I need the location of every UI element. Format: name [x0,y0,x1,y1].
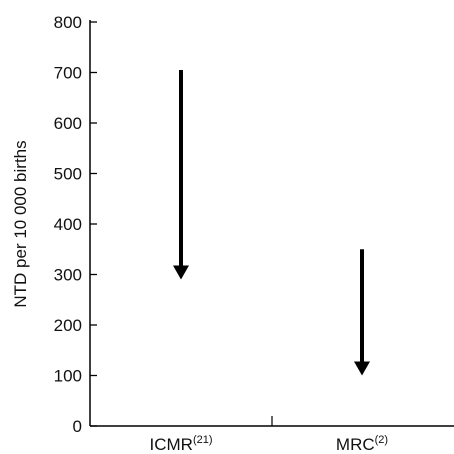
y-tick-label: 100 [54,367,82,386]
y-tick-label: 0 [73,417,82,436]
y-tick-label: 800 [54,13,82,32]
axes [89,20,454,427]
y-ticks: 0 100 200 300 400 500 600 700 800 [54,13,97,436]
arrow-head [354,361,370,376]
y-tick-label: 700 [54,64,82,83]
arrow-head [173,265,189,280]
y-tick-label: 200 [54,316,82,335]
y-tick-label: 500 [54,165,82,184]
arrows [173,69,370,376]
y-tick-label: 400 [54,215,82,234]
y-axis-title: NTD per 10 000 births [11,140,30,307]
x-category-label: ICMR(21) [149,434,212,454]
x-categories: ICMR(21) MRC(2) [149,434,388,454]
y-tick-label: 300 [54,266,82,285]
x-category-label: MRC(2) [336,434,388,454]
y-tick-label: 600 [54,114,82,133]
